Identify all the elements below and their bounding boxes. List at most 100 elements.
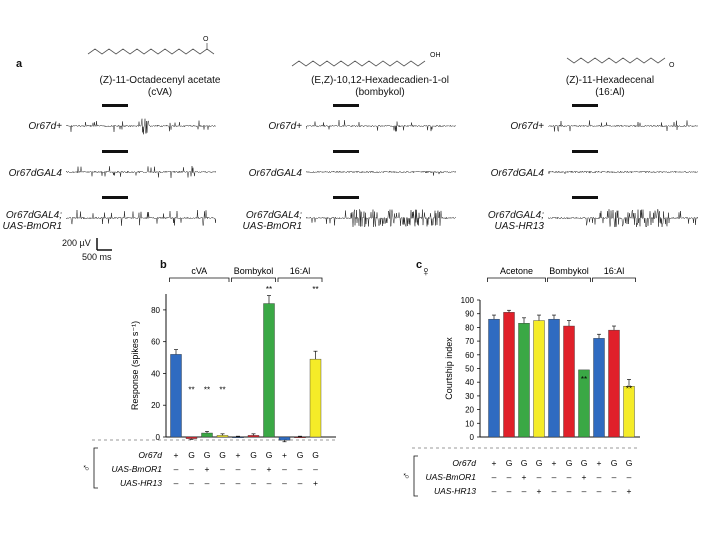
genotype-cell: –: [597, 472, 602, 482]
chart-c: 0 10 20 30 40 50 60 70 80 90 100 Courtship index ** *…: [401, 263, 640, 497]
genotype-cell: –: [597, 486, 602, 496]
bar: [533, 320, 545, 438]
genotype-cell: –: [251, 464, 256, 474]
bar: [548, 318, 560, 438]
genotype-cell: –: [282, 464, 287, 474]
compound-abbrev: (bombykol): [355, 87, 405, 98]
genotype-row-label: Or67d: [452, 458, 476, 468]
spike-trace: [548, 209, 698, 228]
significance-mark: **: [188, 386, 194, 395]
genotype-label-row1-col1: Or67d+: [28, 121, 62, 132]
genotype-cell: G: [204, 450, 211, 460]
stimulus-bar: [102, 104, 128, 107]
y-axis-label: Response (spikes s⁻¹): [130, 321, 140, 410]
genotype-cell: G: [611, 458, 618, 468]
significance-mark: **: [219, 386, 225, 395]
genotype-cell: –: [282, 478, 287, 488]
y-tick-label: 20: [465, 406, 474, 415]
genotype-line2: UAS-BmOR1: [242, 221, 302, 232]
genotype-row-label: UAS-HR13: [434, 486, 476, 496]
y-tick-label: 70: [465, 337, 474, 346]
spike-trace: [548, 120, 698, 132]
y-tick-label: 50: [465, 365, 474, 374]
genotype-label-row1-col2: Or67d+: [268, 121, 302, 132]
bar: [170, 354, 182, 438]
bar: [247, 435, 260, 438]
stimulus-bar: [572, 104, 598, 107]
structure-cva-label: O: [203, 36, 209, 43]
group-bracket: [169, 277, 230, 282]
genotype-cell: +: [174, 450, 179, 460]
genotype-label-row3-col2: Or67dGAL4; UAS-BmOR1: [242, 210, 302, 232]
genotype-cell: –: [627, 472, 632, 482]
genotype-label-row3-col3: Or67dGAL4; UAS-HR13: [484, 210, 544, 232]
genotype-cell: G: [188, 450, 195, 460]
genotype-cell: –: [189, 478, 194, 488]
stimulus-bar: [333, 104, 359, 107]
genotype-cell: –: [522, 486, 527, 496]
spike-trace: [306, 120, 456, 132]
compound-name-16al: (Z)-11-Hexadecenal (16:Al): [520, 75, 700, 99]
genotype-cell: G: [250, 450, 257, 460]
group-bracket: [231, 277, 276, 282]
genotype-label-row2-col3: Or67dGAL4: [490, 168, 544, 179]
trace-line: [548, 170, 698, 175]
genotype-row-label: Or67d: [138, 450, 162, 460]
spike-trace: [548, 170, 698, 175]
genotype-cell: –: [612, 486, 617, 496]
group-bracket: [277, 277, 323, 282]
bar: [294, 436, 306, 439]
trace-line: [548, 209, 698, 228]
group-bracket: [487, 277, 546, 282]
trace-line: [548, 120, 698, 132]
spike-trace: [306, 170, 456, 176]
panel-a-letter: a: [16, 58, 23, 70]
y-tick-label: 40: [151, 369, 160, 378]
y-tick-label: 60: [465, 351, 474, 360]
genotype-row-label: UAS-BmOR1: [425, 472, 476, 482]
genotype-cell: G: [536, 458, 543, 468]
genotype-label-row1-col3: Or67d+: [510, 121, 544, 132]
structure-cva: [87, 43, 215, 55]
group-bracket: [592, 277, 636, 282]
genotype-cell: –: [552, 472, 557, 482]
genotype-cell: –: [567, 472, 572, 482]
genotype-cell: G: [581, 458, 588, 468]
genotype-cell: +: [205, 464, 210, 474]
genotype-cell: –: [174, 478, 179, 488]
female-symbol: ♀: [421, 263, 432, 279]
genotype-cell: –: [220, 464, 225, 474]
y-tick-label: 60: [151, 338, 160, 347]
structure-16al: [566, 57, 666, 64]
spike-trace: [66, 209, 216, 227]
panel-b-letter: b: [160, 259, 167, 271]
sex-symbol: ♂: [81, 464, 93, 472]
genotype-label-row2-col2: Or67dGAL4: [248, 168, 302, 179]
bar: [503, 312, 515, 438]
bar: [488, 318, 500, 438]
genotype-cell: –: [313, 464, 318, 474]
genotype-row-label: UAS-HR13: [120, 478, 162, 488]
group-bracket: [547, 277, 591, 282]
genotype-row-label: UAS-BmOR1: [111, 464, 162, 474]
y-tick-label: 30: [465, 392, 474, 401]
genotype-cell: –: [174, 464, 179, 474]
genotype-line1: Or67dGAL4;: [5, 210, 62, 221]
genotype-cell: –: [298, 464, 303, 474]
genotype-cell: +: [552, 458, 557, 468]
compound-abbrev: (16:Al): [595, 87, 625, 98]
genotype-cell: –: [552, 486, 557, 496]
significance-mark: **: [204, 386, 210, 395]
structure-16al-label: O: [669, 62, 675, 69]
significance-mark: **: [266, 285, 272, 294]
genotype-cell: +: [537, 486, 542, 496]
genotype-cell: –: [236, 464, 241, 474]
bar: [185, 436, 198, 439]
bar: [608, 329, 620, 438]
stimulus-bar: [572, 150, 598, 153]
sex-symbol: ♂: [401, 472, 413, 480]
compound-name: (E,Z)-10,12-Hexadecadien-1-ol: [311, 75, 449, 86]
significance-mark: **: [581, 375, 587, 384]
genotype-label-row3-col1: Or67dGAL4; UAS-BmOR1: [2, 210, 62, 232]
bar: [309, 358, 322, 438]
